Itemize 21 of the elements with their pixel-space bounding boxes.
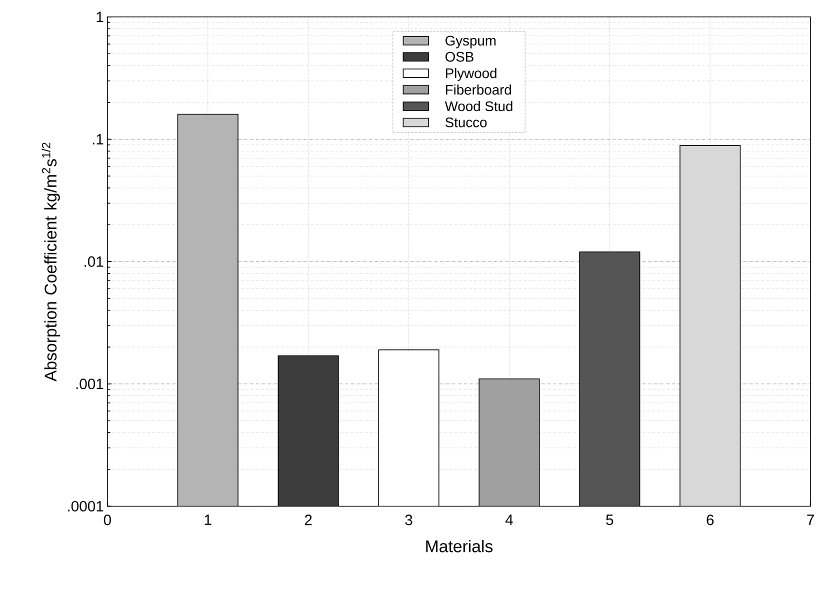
y-tick-label: .001 xyxy=(76,378,104,390)
legend-label: Fiberboard xyxy=(446,84,511,95)
x-axis-title: Materials xyxy=(426,540,493,552)
x-tick-label: 1 xyxy=(204,514,212,526)
y-tick-label: .0001 xyxy=(68,501,104,512)
y-axis-title: Absorption Coefficient kg/m$^{2}$s$^{1/2}$ xyxy=(42,142,60,382)
legend-label: Plywood xyxy=(446,68,496,82)
x-tick-label: 5 xyxy=(606,514,614,526)
y-tick-label: .1 xyxy=(92,134,104,144)
legend-label: Wood Stud xyxy=(444,101,512,112)
legend-label: Stucco xyxy=(445,118,487,128)
x-tick-label: 3 xyxy=(405,514,412,526)
y-tick-label: .01 xyxy=(84,256,104,267)
x-tick-label: 6 xyxy=(706,514,714,526)
x-tick-label: 2 xyxy=(304,514,312,526)
y-tick-label: 1 xyxy=(96,12,104,22)
legend-label: OSB xyxy=(445,52,474,62)
legend-label: Gyspum xyxy=(446,36,496,48)
x-tick-label: 4 xyxy=(505,514,513,526)
x-tick-label: 0 xyxy=(104,514,111,526)
x-tick-label: 7 xyxy=(807,514,814,526)
